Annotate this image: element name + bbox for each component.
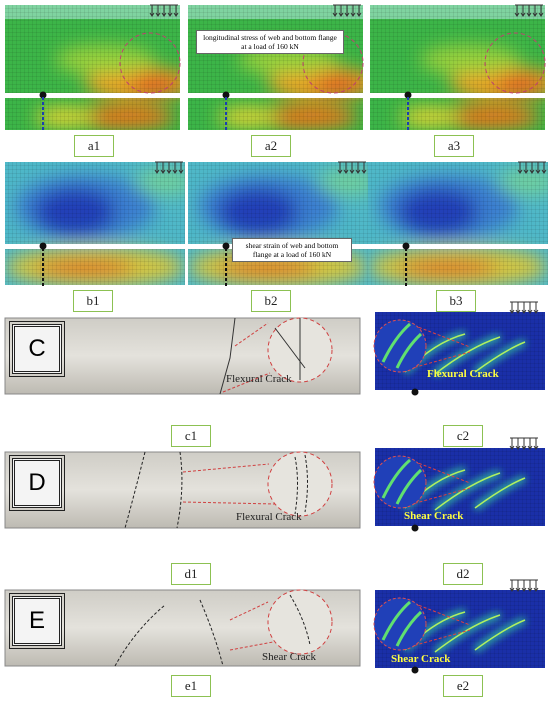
fe-crack-c2 (374, 302, 545, 396)
photo-d (4, 451, 361, 529)
photo-e (4, 589, 361, 667)
annotation: shear strain of web and bottom flange at… (232, 238, 352, 262)
crack-label: Flexural Crack (236, 511, 302, 523)
specimen-id: E (9, 593, 65, 649)
fe-crack-label: Shear Crack (391, 653, 451, 665)
panel-label: d1 (171, 563, 211, 585)
specimen-id: C (9, 321, 65, 377)
specimen-id: D (9, 455, 65, 511)
panel-label: b3 (436, 290, 476, 312)
annotation: longitudinal stress of web and bottom fl… (196, 30, 344, 54)
fe-contour-a2 (188, 5, 378, 130)
fe-contour-a1 (5, 5, 195, 130)
panel-label: a1 (74, 135, 114, 157)
panel-label: e1 (171, 675, 211, 697)
panel-label: c2 (443, 425, 483, 447)
panel-label: b2 (251, 290, 291, 312)
panel-label: e2 (443, 675, 483, 697)
panel-label: d2 (443, 563, 483, 585)
fe-contour-b1 (5, 162, 195, 287)
fe-contour-a3 (370, 5, 550, 130)
panel-label: b1 (73, 290, 113, 312)
fe-crack-label: Shear Crack (404, 510, 464, 522)
panel-label: a3 (434, 135, 474, 157)
crack-label: Shear Crack (262, 651, 317, 663)
panel-label: a2 (251, 135, 291, 157)
photo-c (4, 317, 361, 395)
fe-contour-b2 (188, 162, 378, 287)
panel-label: c1 (171, 425, 211, 447)
fe-contour-b3 (368, 162, 550, 287)
fe-crack-label: Flexural Crack (427, 368, 499, 380)
crack-label: Flexural Crack (226, 373, 292, 385)
